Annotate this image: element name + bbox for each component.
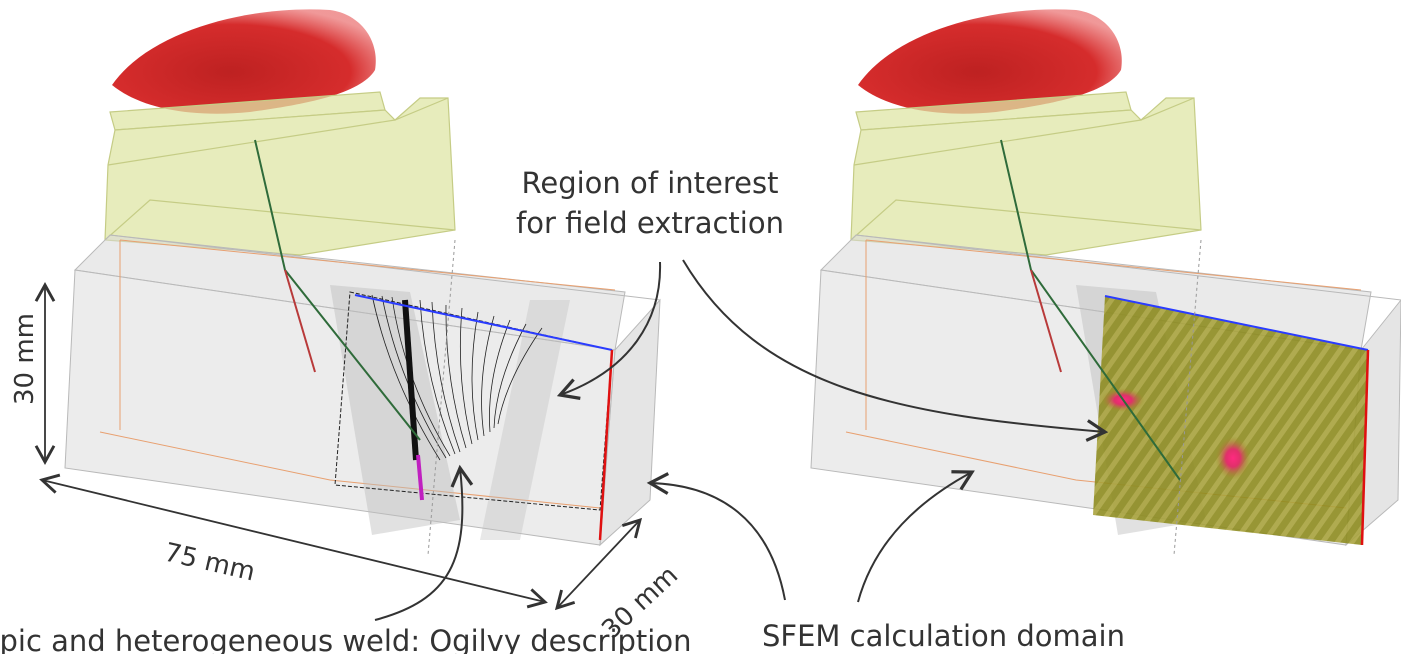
length-dimension-arrow (39, 473, 548, 609)
dimension-arrows (34, 282, 643, 611)
sfem-callout-arrow-left (646, 472, 786, 601)
right-probe (858, 9, 1122, 114)
left-wedge (104, 91, 456, 256)
roi-callout-arrow-left (556, 261, 662, 400)
roi-label-line2: for field extraction (516, 206, 784, 240)
left-assembly (64, 9, 661, 556)
aniso-label: Anisotropic and heterogeneous weld: Ogil… (0, 624, 691, 654)
sfem-label: SFEM calculation domain (762, 619, 1125, 653)
callout-arrows (374, 259, 1109, 621)
height-dimension-label: 30 mm (10, 313, 40, 405)
right-assembly (810, 9, 1401, 556)
right-ray-red (1030, 269, 1062, 373)
length-dimension-label: 75 mm (161, 538, 257, 588)
left-ray-red (284, 269, 316, 373)
right-wedge (850, 91, 1202, 256)
sfem-callout-arrow-right (857, 470, 975, 603)
roi-callout-arrow-right (682, 259, 1109, 442)
left-probe (112, 9, 376, 114)
roi-label-line1: Region of interest (522, 166, 779, 200)
weld-callout-arrow (374, 464, 474, 621)
depth-dimension-arrow (554, 517, 643, 611)
